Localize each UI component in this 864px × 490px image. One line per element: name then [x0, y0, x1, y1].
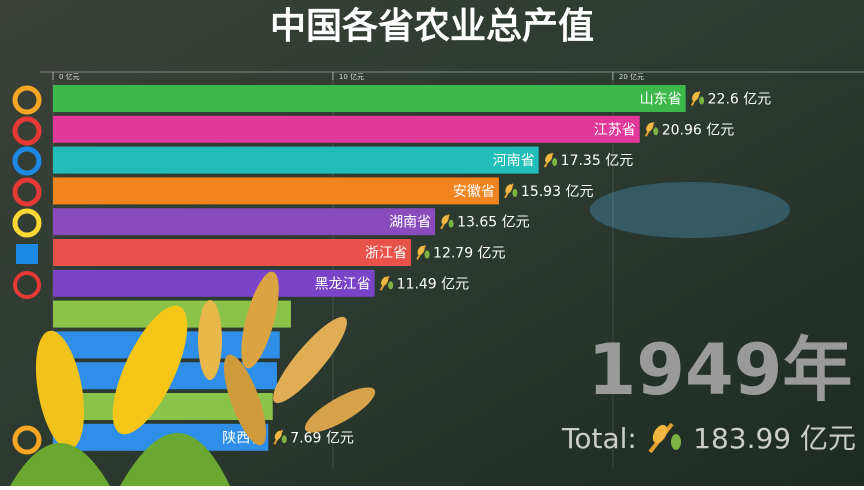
total-icon: [648, 422, 681, 454]
bar: [53, 269, 375, 297]
wheat-icon-part: [417, 245, 425, 256]
chart-title: 中国各省农业总产值: [270, 6, 594, 47]
wheat-icon: [440, 214, 454, 230]
wheat-icon-part: [441, 215, 449, 225]
bar-label: 黑龙江省: [315, 276, 371, 292]
lake: [590, 182, 790, 238]
total-label: Total:: [561, 422, 637, 455]
wheat-icon: [543, 152, 558, 168]
wheat-icon-part: [692, 91, 700, 102]
bar-label: 安徽省: [453, 184, 495, 200]
value-label: 12.79 亿元: [433, 246, 506, 262]
wheat-icon-part: [545, 153, 553, 163]
wheat-icon: [416, 245, 430, 260]
wheat-icon-part: [653, 127, 659, 136]
wheat-icon: [379, 275, 394, 291]
total-icon-part: [671, 434, 681, 450]
x-tick-label: 0 亿元: [59, 72, 80, 81]
wheat-icon-part: [646, 122, 654, 132]
wheat-icon-part: [699, 96, 705, 105]
bar: [53, 85, 686, 112]
wheat-icon-part: [424, 250, 430, 259]
bar-label: 山东省: [640, 92, 682, 108]
total-icon-part: [652, 424, 668, 444]
wheat-icon: [504, 183, 518, 199]
bar-label: 河南省: [493, 153, 535, 169]
corn-wheat-decoration: [10, 271, 376, 486]
x-tick-label: 20 亿元: [619, 72, 644, 81]
wheat-icon: [690, 91, 705, 106]
wheat-icon-part: [448, 219, 454, 228]
wheat-icon-part: [274, 430, 282, 440]
bar-label: 江苏省: [594, 122, 636, 138]
value-label: 7.69 亿元: [290, 430, 354, 446]
value-label: 11.49 亿元: [397, 276, 470, 292]
bar: [53, 115, 640, 143]
wheat-icon: [273, 429, 287, 445]
total-value: 183.99 亿元: [693, 422, 856, 455]
value-label: 20.96 亿元: [662, 122, 735, 138]
value-label: 22.6 亿元: [708, 92, 772, 108]
value-label: 17.35 亿元: [561, 153, 634, 169]
value-label: 15.93 亿元: [521, 184, 594, 200]
wheat-icon-part: [381, 276, 389, 286]
x-tick-label: 10 亿元: [339, 72, 364, 81]
bar: [53, 208, 436, 236]
wheat-icon-part: [552, 158, 558, 167]
value-label: 13.65 亿元: [457, 215, 530, 231]
wheat-icon-part: [281, 435, 287, 444]
wheat-icon-part: [505, 184, 513, 194]
year-label: 1949年: [588, 329, 853, 411]
wheat-icon-part: [388, 281, 394, 290]
bar: [53, 177, 499, 205]
wheat-icon-part: [512, 188, 518, 197]
bar-label: 浙江省: [365, 246, 407, 262]
province-icons: [12, 85, 42, 455]
bar: [53, 146, 539, 174]
wheat-icon: [644, 121, 659, 137]
bar: [53, 239, 412, 266]
bar-label: 湖南省: [389, 215, 431, 231]
